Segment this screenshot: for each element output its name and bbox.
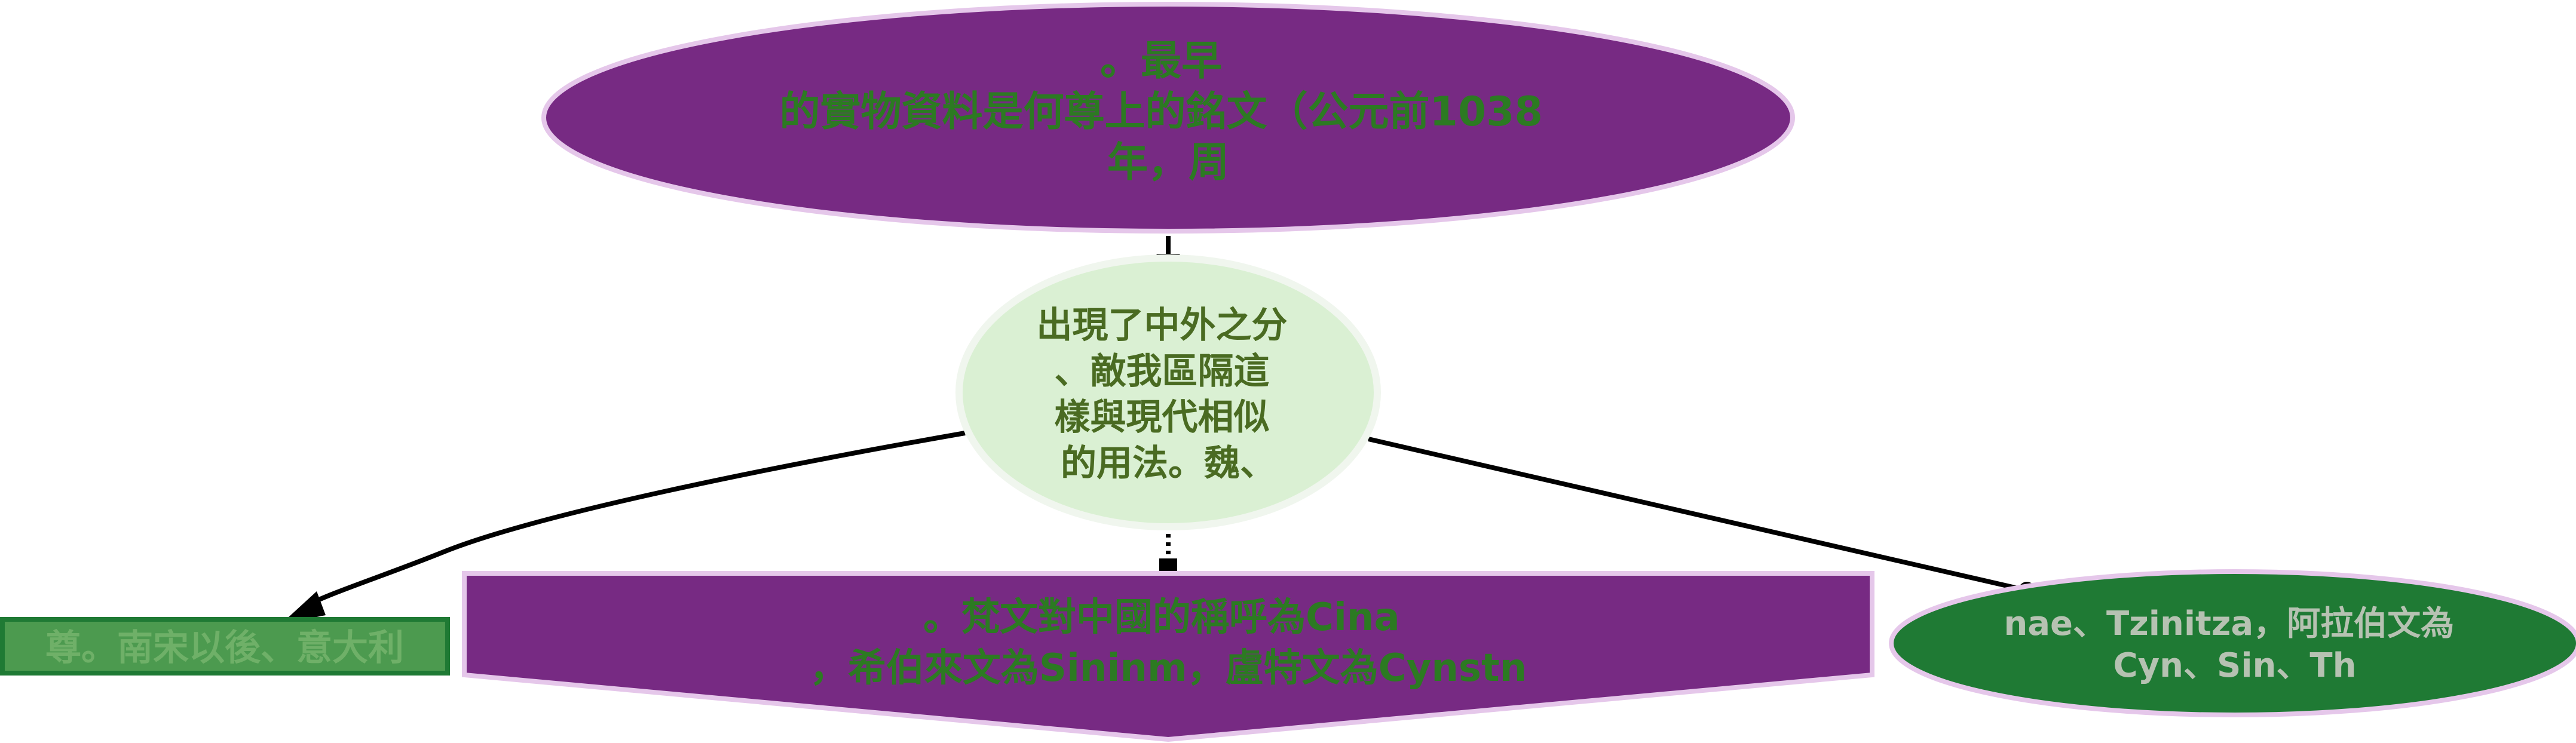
node-middle-line-3: 樣與現代相似 [1055,397,1270,438]
node-top-line-3: 年，周 [1107,139,1229,186]
node-right-line-2: Cyn、Sin、Th [2114,646,2357,685]
node-bottom-label: 。梵文對中國的稱呼為Cina ，希伯來文為Sininm，盧特文為Cynstn [810,595,1527,690]
node-top-shape [541,2,1795,234]
node-right: nae、Tzinitza，阿拉伯文為 Cyn、Sin、Th [1889,569,2576,717]
node-bottom-line-1: 。梵文對中國的稱呼為Cina [923,595,1400,640]
edge-middle-to-left [304,431,966,609]
node-top-label: 。最早 的實物資料是何尊上的銘文（公元前1038 年，周 [780,38,1557,186]
node-left-label: 尊。南宋以後、意大利 [45,627,404,669]
node-right-line-1: nae、Tzinitza，阿拉伯文為 [2004,604,2454,643]
node-right-shape [1889,569,2576,717]
node-middle-line-1: 出現了中外之分 [1037,305,1288,346]
node-top-line-2: 的實物資料是何尊上的銘文（公元前1038 [780,88,1543,136]
node-middle-line-4: 的用法。魏、 [1061,443,1276,484]
node-middle-line-2: 、敵我區隔這 [1055,351,1270,392]
node-top-line-1: 。最早 [1100,38,1222,85]
node-left-shape [0,617,450,676]
node-left: 尊。南宋以後、意大利 [0,617,450,676]
node-right-label: nae、Tzinitza，阿拉伯文為 Cyn、Sin、Th [2004,604,2465,685]
node-left-line-1: 尊。南宋以後、意大利 [45,627,404,669]
edge-middle-to-right [1368,437,2026,592]
node-bottom-shape [462,571,1874,742]
node-middle-label: 出現了中外之分 、敵我區隔這 樣與現代相似 的用法。魏、 [1037,305,1300,484]
edge-middle-to-left-arrowhead [281,591,326,624]
node-bottom: 。梵文對中國的稱呼為Cina ，希伯來文為Sininm，盧特文為Cynstn [462,571,1874,742]
node-bottom-line-2: ，希伯來文為Sininm，盧特文為Cynstn [810,646,1527,690]
node-middle-shape [955,254,1381,530]
node-top: 。最早 的實物資料是何尊上的銘文（公元前1038 年，周 [541,2,1795,234]
node-middle: 出現了中外之分 、敵我區隔這 樣與現代相似 的用法。魏、 [955,254,1381,530]
